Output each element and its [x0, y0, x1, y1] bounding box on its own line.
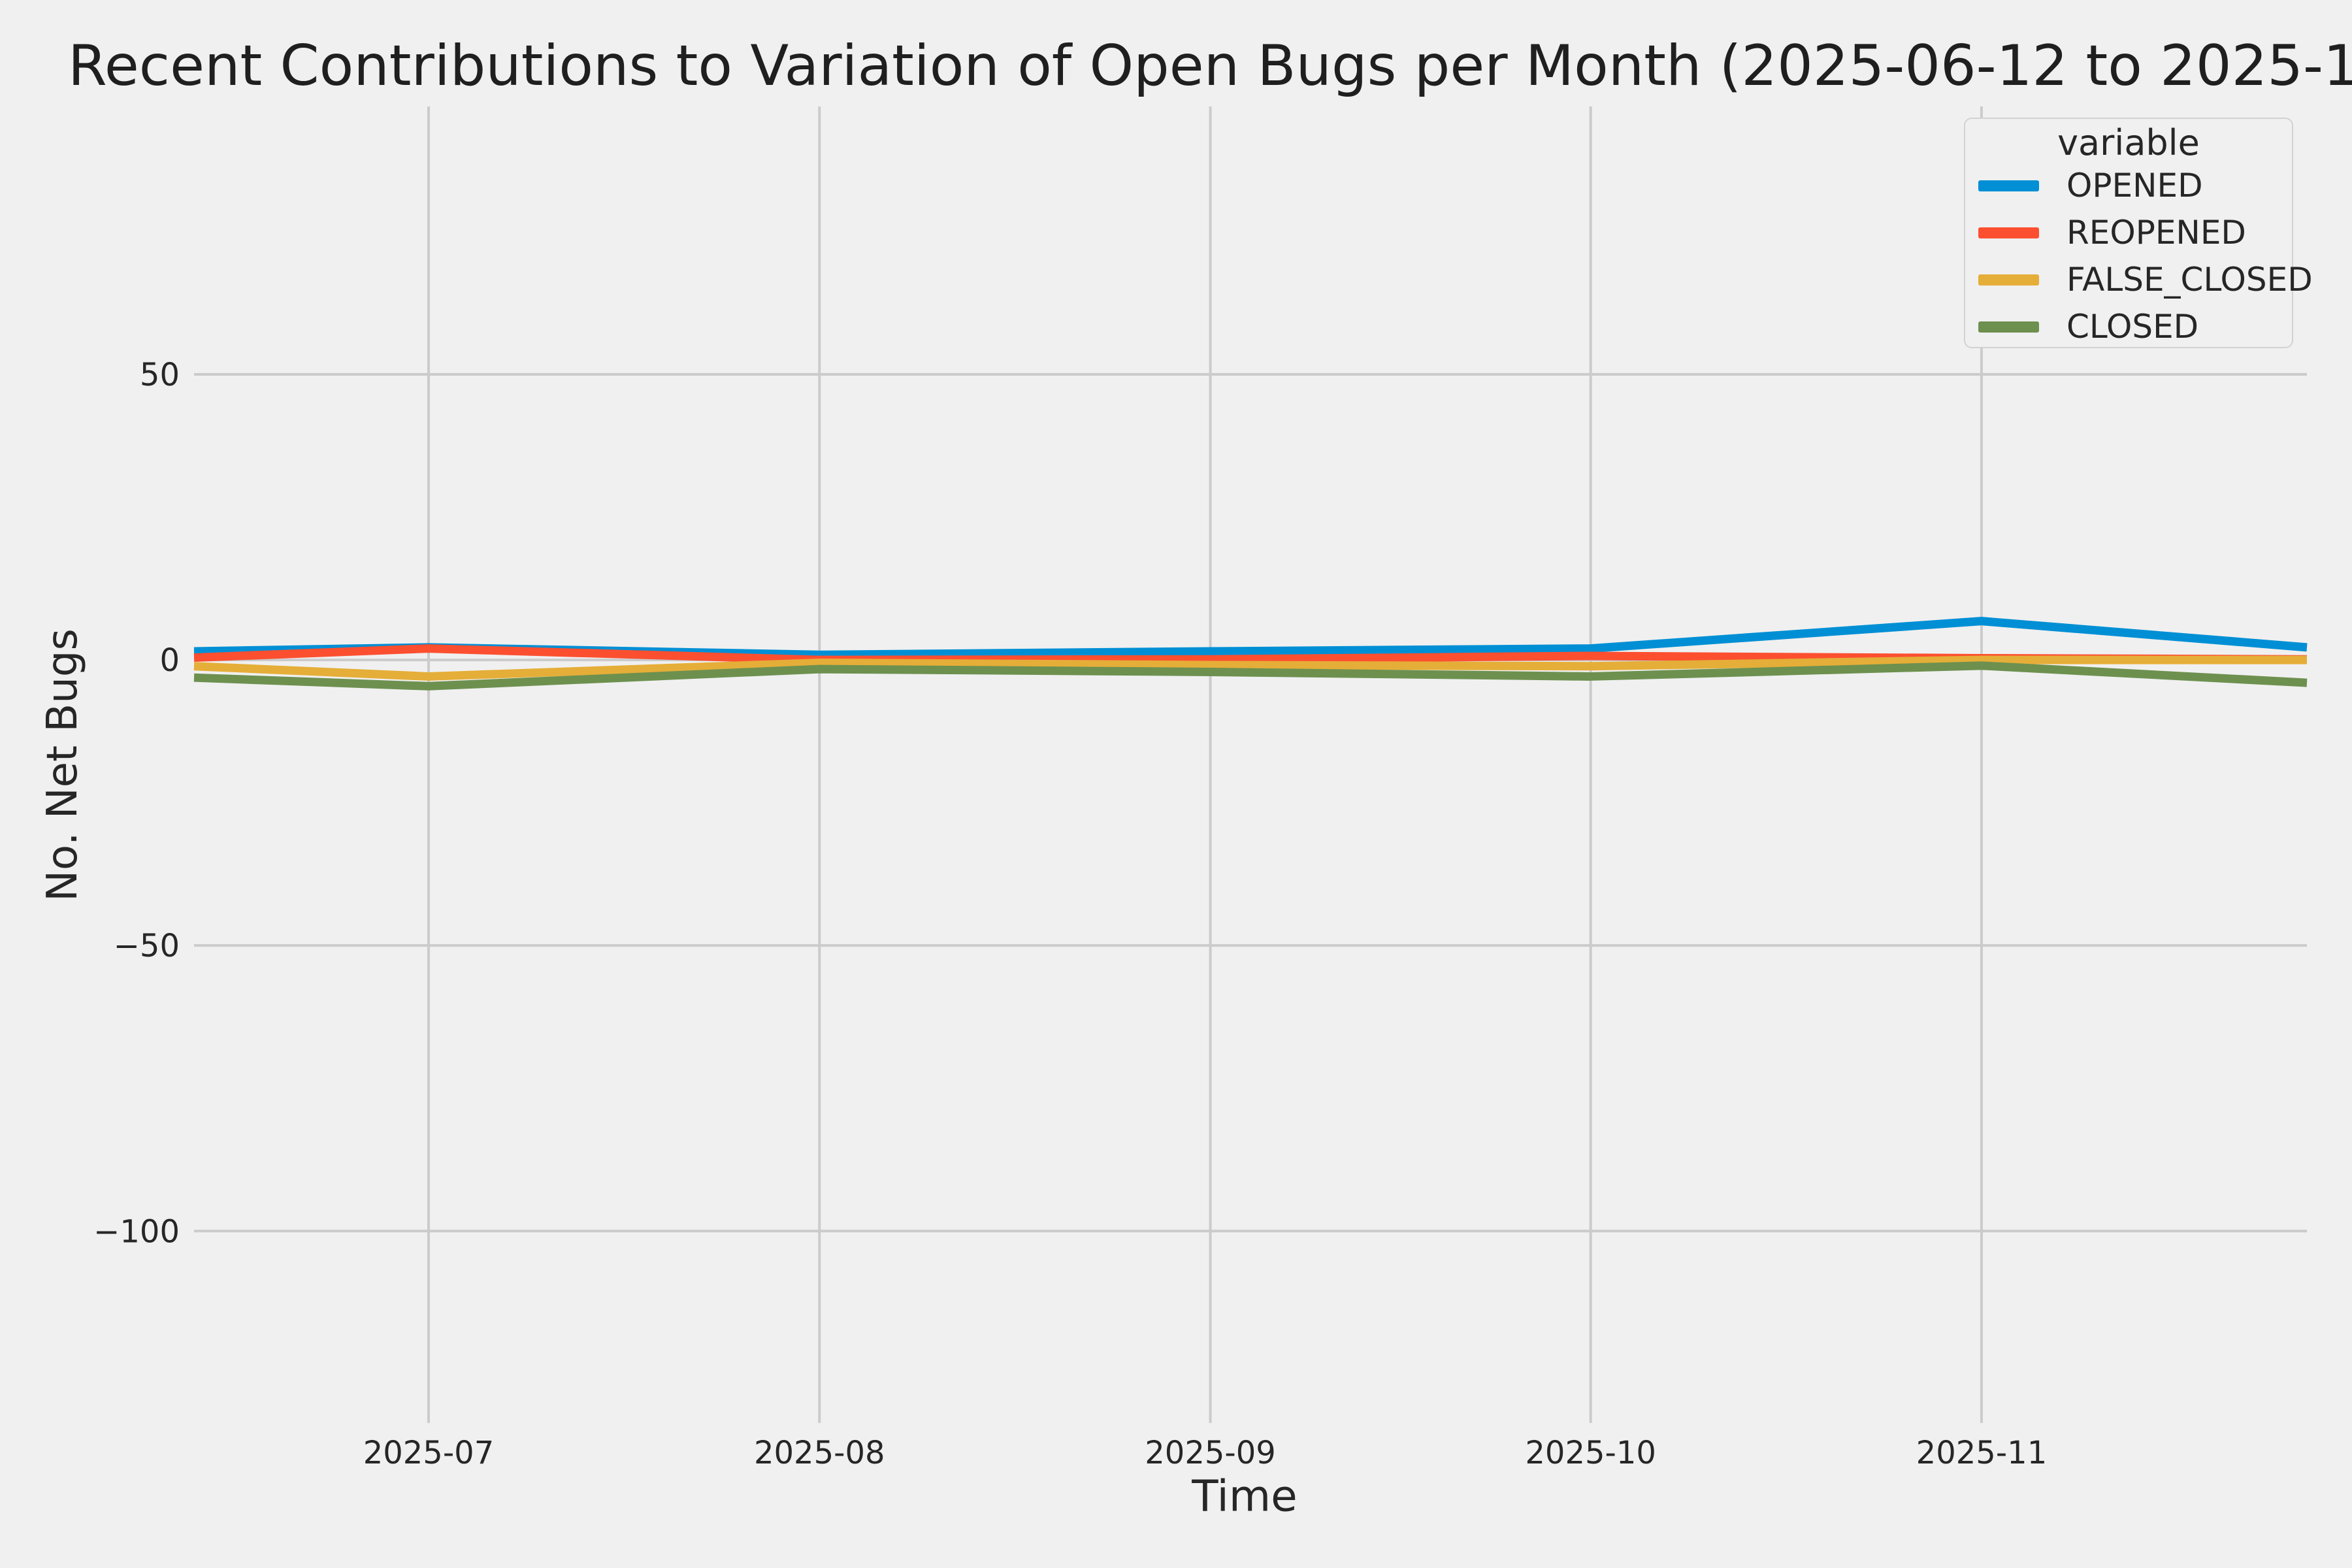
- chart-title: Recent Contributions to Variation of Ope…: [68, 33, 2352, 99]
- x-tick-label: 2025-09: [1145, 1435, 1276, 1471]
- x-axis-label: Time: [1192, 1471, 1298, 1522]
- x-tick-label: 2025-07: [363, 1435, 495, 1471]
- series-line-closed: [193, 661, 2308, 691]
- legend-title: variable: [2057, 122, 2200, 163]
- legend-item-opened: OPENED: [1965, 162, 2292, 209]
- closed-line-swatch-icon: [1978, 321, 2039, 333]
- y-tick-label: 50: [140, 357, 180, 393]
- legend-item-reopened: REOPENED: [1965, 209, 2292, 256]
- x-tick-label: 2025-10: [1525, 1435, 1656, 1471]
- reopened-line-swatch-icon: [1978, 227, 2039, 238]
- legend-label: REOPENED: [2066, 214, 2246, 252]
- legend-label: OPENED: [2066, 167, 2203, 204]
- y-tick-label: 0: [159, 642, 180, 679]
- legend-label: FALSE_CLOSED: [2066, 261, 2313, 299]
- x-tick-label: 2025-08: [754, 1435, 885, 1471]
- legend: variable OPENED REOPENED FALSE_CLOSED CL…: [1964, 118, 2313, 350]
- opened-line-swatch-icon: [1978, 180, 2039, 191]
- series-line-false_closed: [193, 655, 2307, 681]
- legend-label: CLOSED: [2066, 308, 2199, 346]
- legend-item-false-closed: FALSE_CLOSED: [1965, 256, 2313, 303]
- y-axis-label: No. Net Bugs: [39, 629, 87, 902]
- y-tick-label: −100: [93, 1213, 180, 1250]
- legend-item-closed: CLOSED: [1965, 303, 2292, 350]
- y-tick-label: −50: [114, 928, 180, 964]
- x-tick-label: 2025-11: [1916, 1435, 2048, 1471]
- false-closed-line-swatch-icon: [1978, 274, 2039, 286]
